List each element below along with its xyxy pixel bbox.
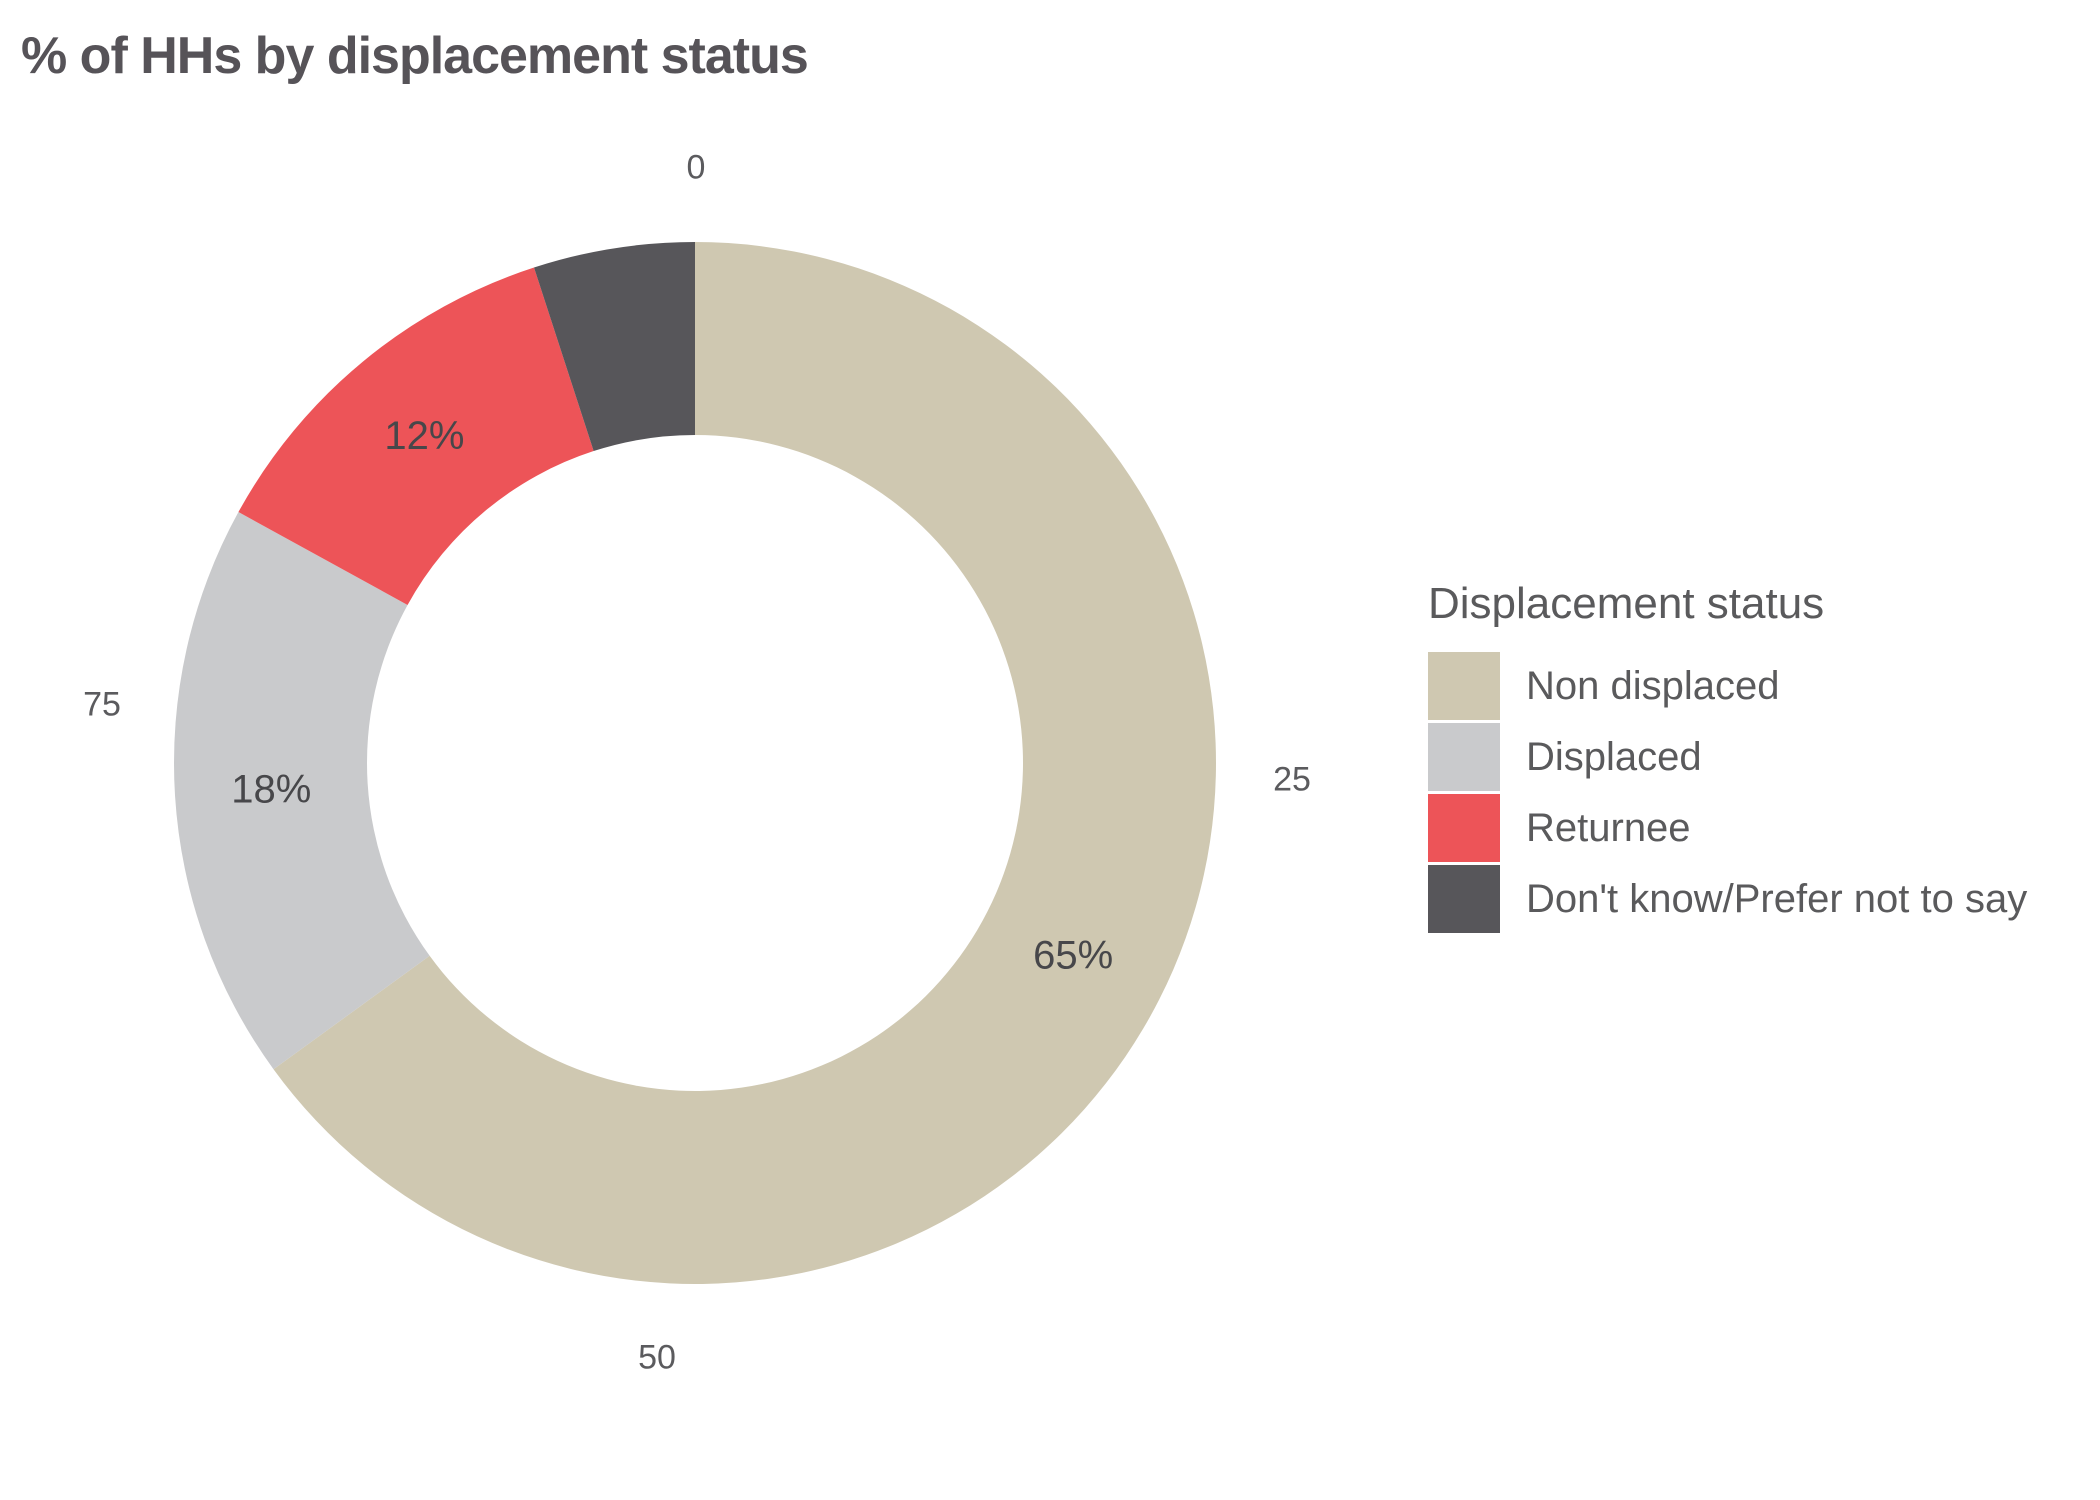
legend-swatch bbox=[1428, 865, 1500, 933]
donut-slice bbox=[173, 512, 430, 1070]
chart-title: % of HHs by displacement status bbox=[21, 27, 809, 85]
slice-value-label: 18% bbox=[231, 768, 311, 812]
legend-item-label: Displaced bbox=[1526, 734, 1702, 779]
polar-axis-tick-75: 75 bbox=[83, 685, 121, 724]
legend-item-label: Don't know/Prefer not to say bbox=[1526, 876, 2028, 921]
donut-slice bbox=[534, 242, 695, 452]
legend-swatch bbox=[1428, 652, 1500, 720]
legend-item: Don't know/Prefer not to say bbox=[1428, 865, 2027, 933]
legend: Displacement status Non displaced Displac… bbox=[1428, 578, 2027, 933]
polar-axis-tick-0: 0 bbox=[686, 148, 706, 187]
donut-slice bbox=[273, 242, 1216, 1284]
legend-item-label: Returnee bbox=[1526, 805, 1691, 850]
legend-item-label: Non displaced bbox=[1526, 663, 1780, 708]
polar-axis-tick-25: 25 bbox=[1273, 760, 1311, 799]
polar-axis-tick-50: 50 bbox=[638, 1338, 676, 1377]
donut-slice bbox=[238, 267, 594, 605]
slice-value-label: 65% bbox=[1033, 934, 1113, 978]
legend-swatch bbox=[1428, 723, 1500, 791]
legend-title: Displacement status bbox=[1428, 579, 1825, 628]
legend-items: Non displaced Displaced Returnee Don't know… bbox=[1428, 652, 2027, 933]
slice-value-label: 12% bbox=[384, 414, 464, 458]
legend-item: Displaced bbox=[1428, 723, 2027, 791]
legend-item: Non displaced bbox=[1428, 652, 2027, 720]
legend-swatch bbox=[1428, 794, 1500, 862]
legend-item: Returnee bbox=[1428, 794, 2027, 862]
